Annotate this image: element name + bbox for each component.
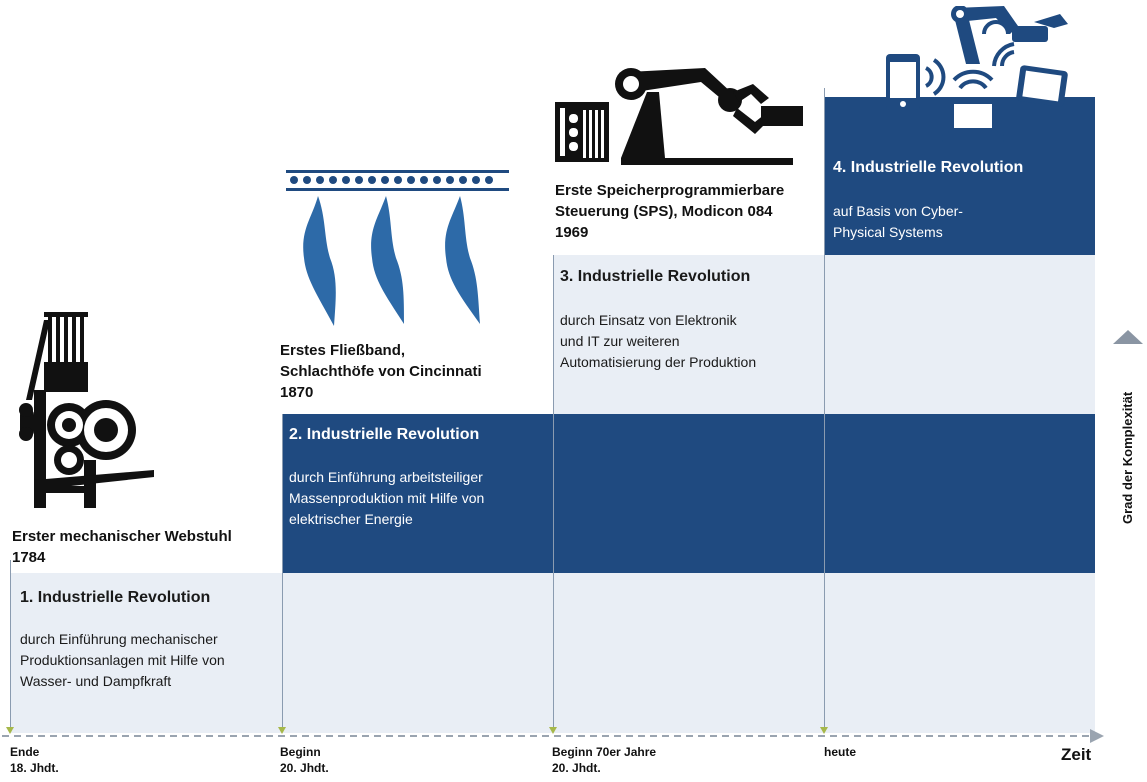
time-tick-2: Beginn 20. Jhdt.: [280, 745, 329, 775]
era-divider-4: [824, 88, 825, 732]
conveyor-icon: [286, 170, 509, 326]
revolution-1-description: durch Einführung mechanischer Produktion…: [20, 631, 225, 689]
revolution-1-title: 1. Industrielle Revolution: [20, 589, 211, 606]
time-axis: [2, 727, 1104, 743]
era-divider-3: [553, 255, 554, 732]
revolution-2-band: [282, 414, 1095, 573]
complexity-axis-label: Grad der Komplexität: [1120, 391, 1135, 524]
milestone-3-caption: Erste Speicherprogrammierbare Steuerung …: [555, 182, 785, 241]
revolution-3-title: 3. Industrielle Revolution: [560, 268, 751, 285]
era-divider-1: [10, 560, 11, 732]
revolution-2-title: 2. Industrielle Revolution: [289, 426, 480, 443]
time-tick-3: Beginn 70er Jahre 20. Jhdt.: [552, 745, 657, 775]
time-axis-label: Zeit: [1061, 745, 1092, 764]
milestone-1-caption: Erster mechanischer Webstuhl 1784: [12, 528, 232, 566]
connected-devices-icon: [886, 6, 1068, 142]
robot-arm-icon: [555, 68, 803, 165]
revolution-2-description: durch Einführung arbeitsteiliger Massenp…: [289, 469, 485, 527]
complexity-arrow-icon: [1113, 330, 1143, 344]
revolution-3-description: durch Einsatz von Elektronik und IT zur …: [560, 312, 757, 370]
era-divider-2: [282, 414, 283, 732]
revolution-1-band: [10, 573, 1095, 733]
revolution-4-description: auf Basis von Cyber- Physical Systems: [833, 203, 963, 240]
loom-icon: [19, 312, 154, 508]
time-tick-1: Ende 18. Jhdt.: [10, 745, 59, 775]
milestone-2-caption: Erstes Fließband, Schlachthöfe von Cinci…: [280, 342, 482, 401]
revolution-4-title: 4. Industrielle Revolution: [833, 159, 1024, 176]
time-tick-4: heute: [824, 745, 857, 759]
